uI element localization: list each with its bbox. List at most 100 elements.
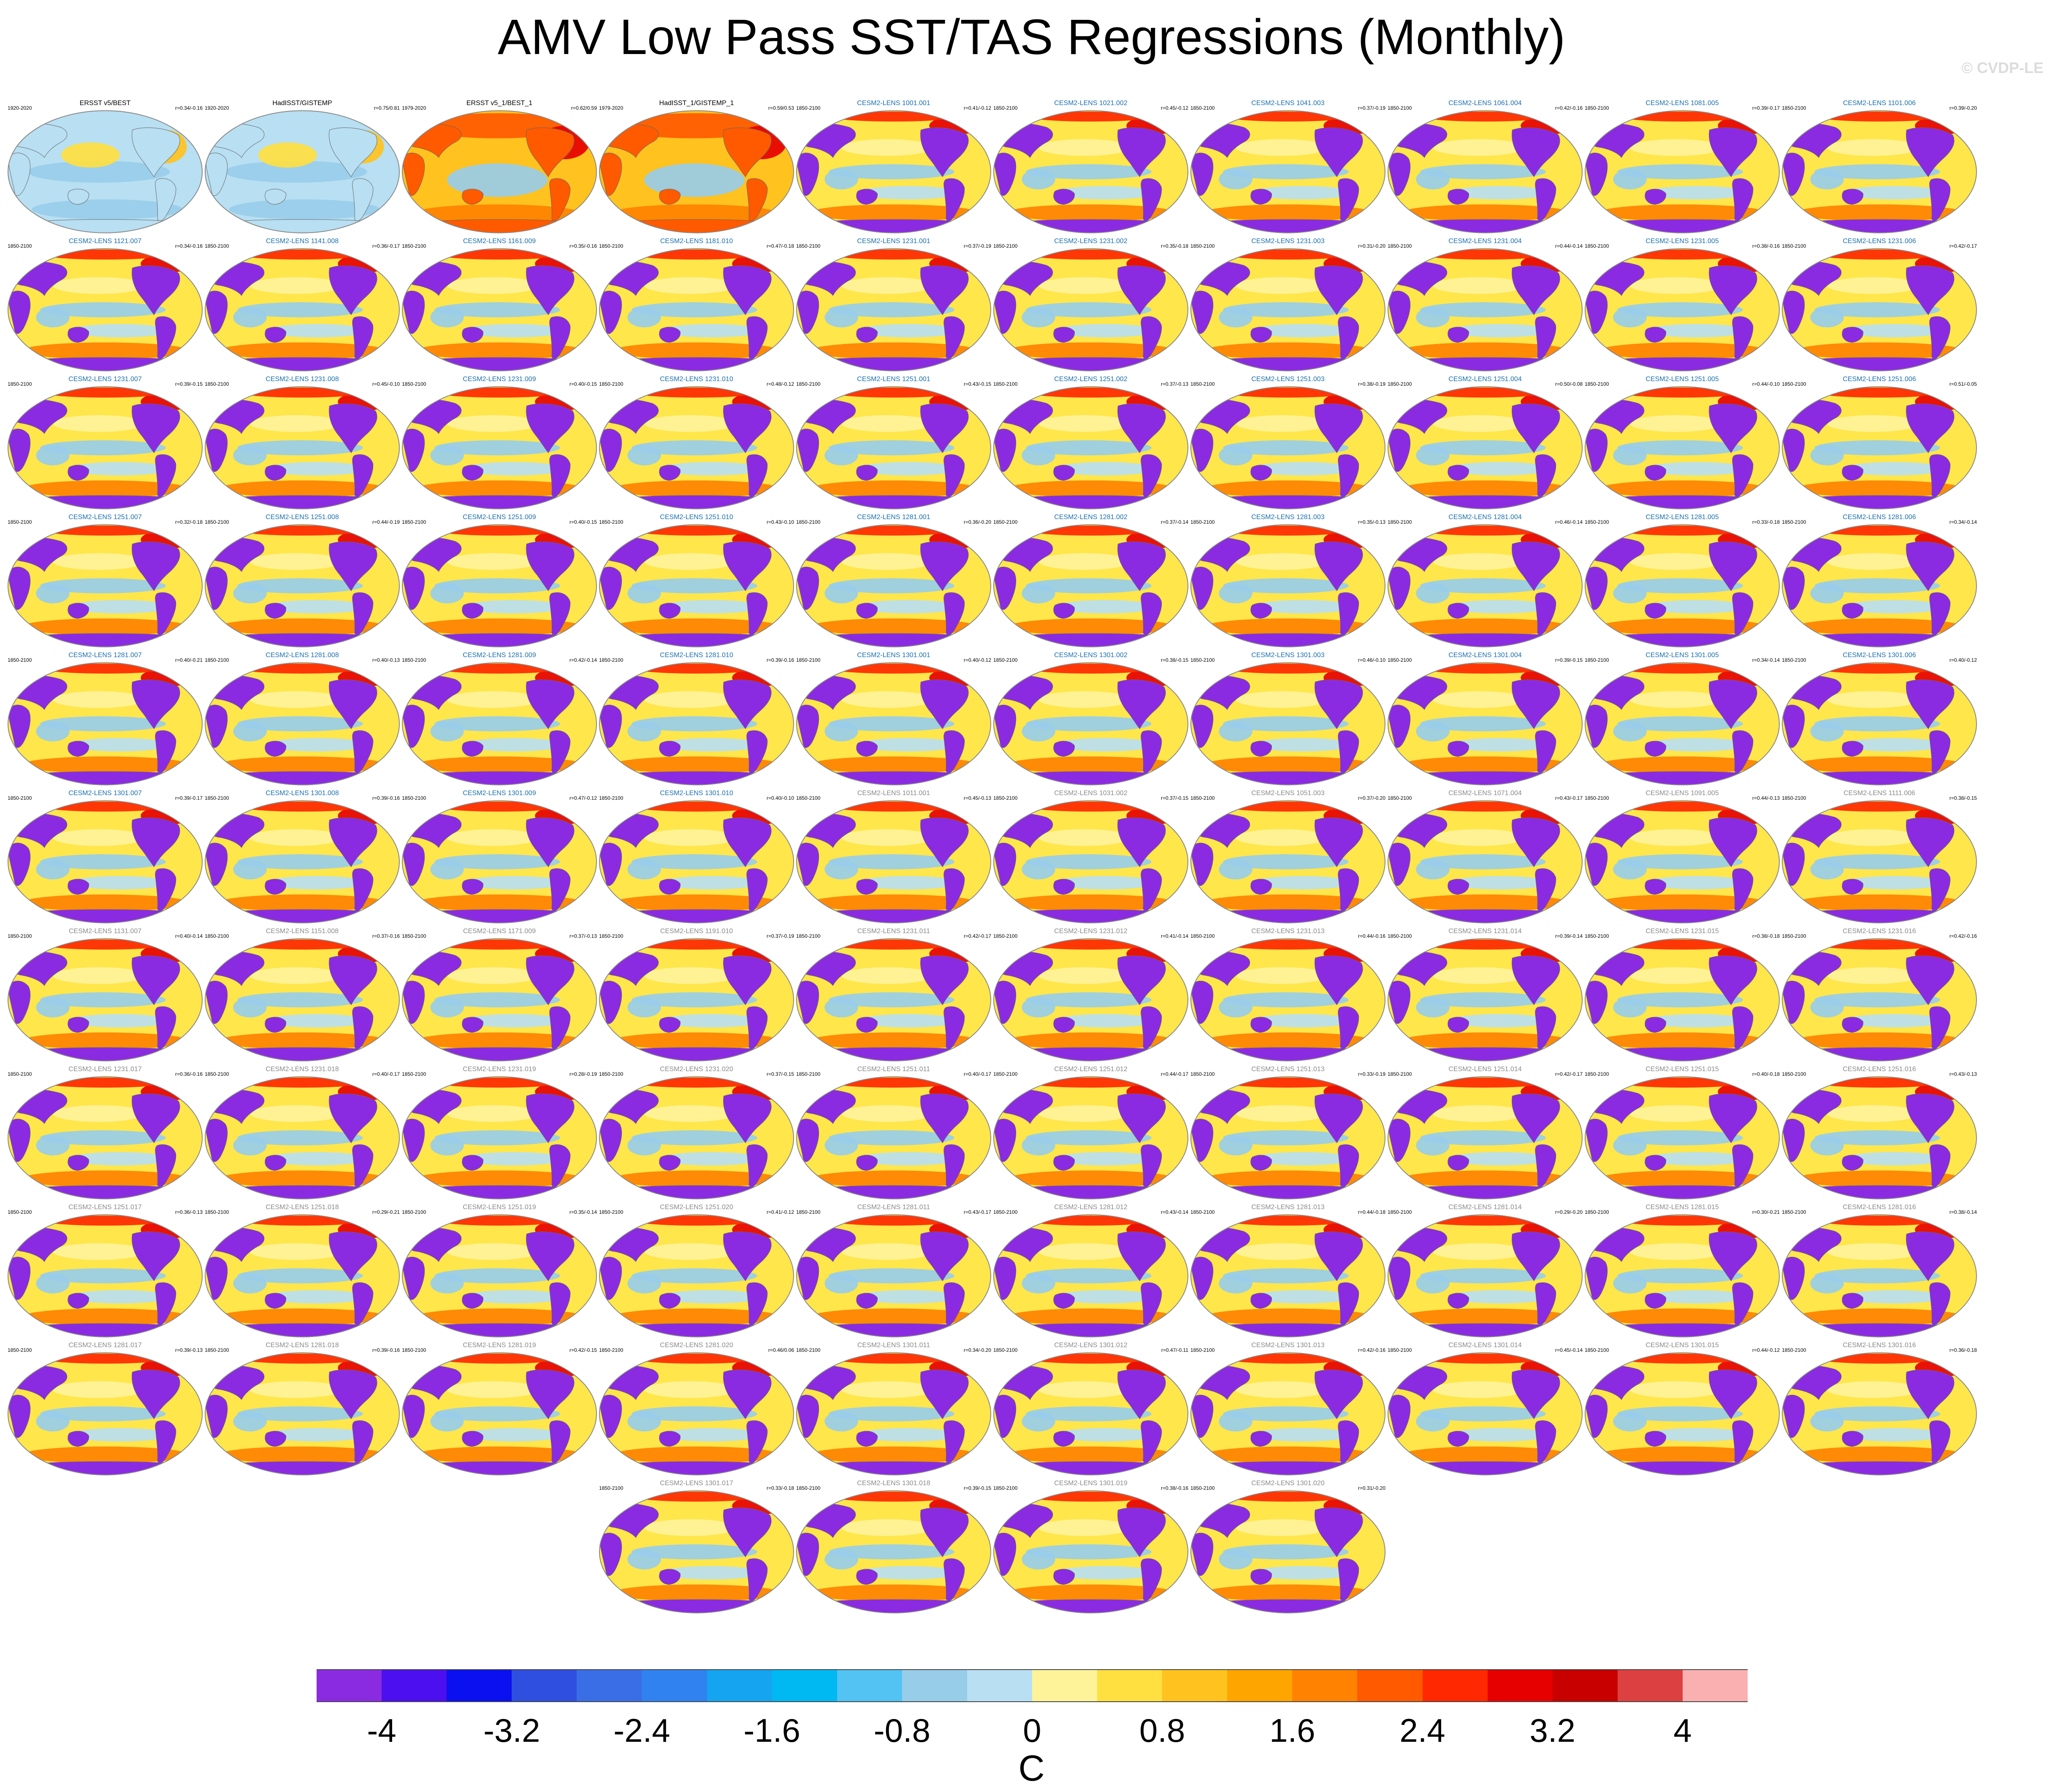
north-pacific-band [1827, 139, 1919, 156]
arctic-warm [1028, 1077, 1154, 1088]
south-pacific-band [1449, 324, 1550, 338]
north-pacific-band [250, 829, 342, 846]
greenland-landmass [1155, 252, 1170, 265]
africa-landmass [206, 1256, 228, 1300]
south-pacific-band [464, 462, 564, 476]
map-panel: CESM2-LENS 1281.012 1850-2100 r=0.43/-0.14 [992, 1203, 1190, 1338]
panel-title: CESM2-LENS 1281.010 [660, 652, 733, 659]
south-pacific-band [69, 1428, 170, 1442]
panel-correlation: r=0.47/-0.11 [1161, 1347, 1188, 1353]
panel-title: CESM2-LENS 1251.020 [660, 1204, 733, 1211]
panel-correlation: r=0.39/-0.13 [175, 1347, 203, 1353]
panel-title: CESM2-LENS 1251.010 [660, 514, 733, 521]
africa-landmass [797, 704, 819, 748]
southern-ocean-band [1007, 756, 1175, 773]
south-pacific-band [858, 1290, 959, 1304]
arctic-warm [1816, 663, 1942, 674]
north-pacific-band [1630, 691, 1722, 708]
north-pacific-band [644, 1519, 737, 1536]
tropical-pacific-band [1814, 1268, 1940, 1283]
arctic-warm [634, 1492, 759, 1502]
panel-title: CESM2-LENS 1011.001 [857, 790, 930, 797]
australia-landmass [659, 603, 680, 619]
south-pacific-band [1646, 1290, 1747, 1304]
greenland-landmass [1155, 390, 1170, 403]
north-pacific-band [447, 1243, 539, 1260]
antarctica-landmass [1017, 1599, 1165, 1613]
north-america-landmass [920, 1094, 969, 1143]
antarctica-landmass [820, 495, 968, 509]
panel-period: 1850-2100 [1782, 933, 1806, 939]
tropical-pacific-band [40, 992, 166, 1007]
australia-landmass [265, 1017, 286, 1033]
south-pacific-band [1449, 186, 1550, 200]
southern-ocean-band [415, 1308, 583, 1325]
watermark: © CVDP-LE [1961, 59, 2044, 76]
map-image [401, 524, 597, 647]
antarctica-landmass [1608, 1461, 1756, 1475]
panel-title: CESM2-LENS 1051.003 [1251, 790, 1325, 797]
arctic-warm [831, 1353, 957, 1364]
panel-title: CESM2-LENS 1281.018 [266, 1342, 339, 1349]
north-pacific-band [644, 1243, 737, 1260]
indian-ocean-cool [1022, 859, 1055, 880]
africa-landmass [403, 566, 425, 610]
antarctica-landmass [228, 771, 376, 785]
map-border [401, 1352, 597, 1475]
antarctica-landmass [1805, 1461, 1953, 1475]
map-image [7, 662, 203, 785]
arctic-warm [1619, 801, 1745, 812]
north-america-landmass [132, 403, 180, 453]
panel-period: 1850-2100 [8, 795, 32, 801]
indian-ocean-cool [36, 583, 70, 604]
tropical-pacific-band [1026, 1268, 1152, 1283]
indian-ocean-cool [1022, 1135, 1055, 1156]
panel-title: HadISST/GISTEMP [272, 100, 332, 107]
tropical-pacific-band [1223, 1268, 1349, 1283]
greenland-landmass [1353, 942, 1367, 956]
north-pacific-band [1236, 553, 1328, 570]
southern-ocean-band [1401, 756, 1569, 773]
tropical-pacific-band [1026, 716, 1152, 731]
map-image [796, 662, 992, 785]
map-panel: CESM2-LENS 1131.007 1850-2100 r=0.40/-0.14 [6, 927, 204, 1062]
north-pacific-band [447, 967, 539, 984]
tropical-pacific-band [40, 578, 166, 593]
north-america-landmass [329, 817, 377, 867]
panel-correlation: r=0.34/-0.16 [175, 105, 203, 111]
indian-ocean-cool [824, 1135, 858, 1156]
panel-title: CESM2-LENS 1251.007 [68, 514, 142, 521]
panel-period: 1850-2100 [796, 1071, 821, 1077]
greenland-landmass [1155, 528, 1170, 541]
map-image [7, 110, 203, 233]
africa-landmass [403, 290, 425, 334]
southern-ocean-band [613, 480, 781, 497]
colorbar-box [1422, 1669, 1488, 1702]
greenland-landmass [958, 942, 973, 956]
africa-landmass [1388, 842, 1411, 886]
panel-correlation: r=0.40/-0.12 [963, 657, 991, 663]
map-panel: CESM2-LENS 1281.015 1850-2100 r=0.30/-0.21 [1583, 1203, 1781, 1338]
map-image [796, 386, 992, 509]
panel-title: CESM2-LENS 1281.019 [463, 1342, 536, 1349]
map-image [1781, 1352, 1977, 1475]
southern-ocean-band [1401, 618, 1569, 635]
south-pacific-band [1449, 1290, 1550, 1304]
antarctica-landmass [1411, 633, 1559, 647]
panel-period: 1850-2100 [8, 657, 32, 663]
panel-period: 1850-2100 [8, 1209, 32, 1215]
panel-title: CESM2-LENS 1071.004 [1448, 790, 1522, 797]
north-america-landmass [526, 956, 575, 1005]
arctic-warm [1225, 1492, 1351, 1502]
antarctica-landmass [228, 1461, 376, 1475]
panel-correlation: r=0.37/-0.13 [1160, 381, 1188, 387]
map-image [1190, 524, 1386, 647]
southern-ocean-band [1007, 204, 1175, 221]
indian-ocean-cool [1416, 445, 1450, 466]
greenland-landmass [1944, 1218, 1959, 1232]
greenland-landmass [1550, 528, 1564, 541]
panel-correlation: r=0.36/-0.20 [963, 519, 991, 525]
panel-correlation: r=0.39/-0.17 [175, 795, 203, 801]
antarctica-landmass [1214, 633, 1362, 647]
map-border [1781, 938, 1977, 1061]
